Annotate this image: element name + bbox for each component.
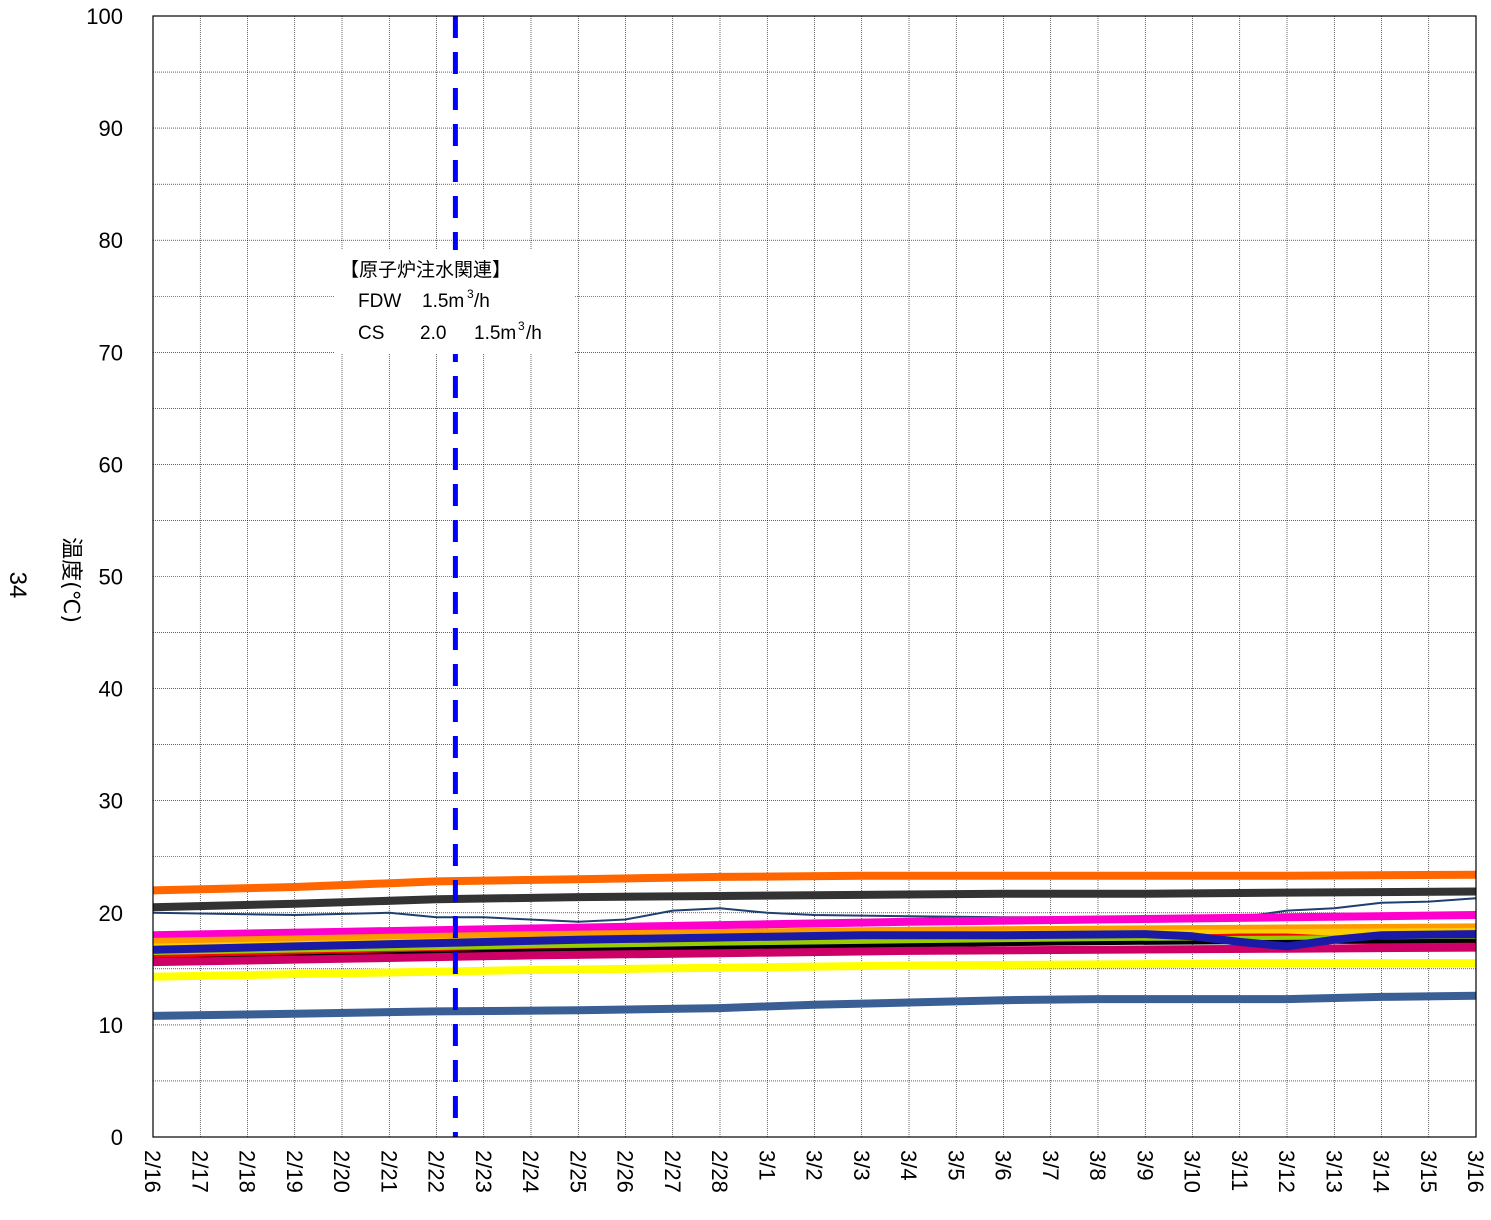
y-tick-label: 0 [111,1125,123,1150]
x-tick-label: 3/1 [754,1150,779,1181]
x-tick-label: 3/14 [1369,1150,1394,1193]
x-tick-label: 2/18 [235,1150,260,1193]
series-line-5 [152,923,1477,946]
series-line-13 [152,991,1477,1020]
x-tick-label: 3/8 [1085,1150,1110,1181]
annotation-fdw-label: FDW [358,291,401,312]
y-tick-label: 80 [99,228,123,253]
x-tick-label: 3/7 [1038,1150,1063,1181]
series-line-4 [152,911,1477,940]
x-tick-label: 3/13 [1321,1150,1346,1193]
x-tick-label: 3/9 [1132,1150,1157,1181]
x-tick-label: 2/27 [660,1150,685,1193]
y-tick-label: 90 [99,116,123,141]
x-tick-label: 2/17 [187,1150,212,1193]
annotation-title: 【原子炉注水関連】 [340,259,511,281]
annotation-background [334,250,574,354]
x-tick-label: 3/11 [1227,1150,1252,1191]
y-axis-label: 温度(℃) [58,537,83,623]
page-number: 34 [4,572,31,599]
x-tick-label: 3/5 [943,1150,968,1181]
x-tick-label: 2/24 [518,1150,543,1193]
y-tick-label: 30 [99,789,123,814]
y-tick-label: 40 [99,677,123,702]
y-tick-label: 60 [99,452,123,477]
annotation-fdw-value: 1.5m [422,291,464,312]
annotation-cs-unit: /h [526,323,542,344]
y-tick-label: 50 [99,565,123,590]
annotation-cs-value-old: 2.0 [420,323,446,344]
series-line-2 [152,887,1477,912]
annotation-cs-superscript: 3 [518,319,525,333]
x-tick-label: 3/16 [1463,1150,1488,1193]
series-line-10 [152,943,1477,967]
x-tick-label: 3/2 [802,1150,827,1181]
x-tick-label: 2/20 [329,1150,354,1193]
y-tick-label: 10 [99,1013,123,1038]
x-tick-label: 2/21 [376,1150,401,1193]
y-tick-label: 100 [86,4,123,29]
x-tick-label: 2/22 [424,1150,449,1193]
annotation-fdw-superscript: 3 [467,287,474,301]
x-tick-label: 2/23 [471,1150,496,1193]
axes: 0 10 20 30 40 50 60 70 80 90 100 2/16 2/17 2/18 2/19 2/… [86,4,1488,1193]
x-tick-label: 2/25 [565,1150,590,1193]
x-tick-label: 3/15 [1416,1150,1441,1193]
x-tick-label: 3/12 [1274,1150,1299,1193]
y-tick-label: 70 [99,340,123,365]
series-line-3 [152,897,1477,923]
annotation-cs-value-new: 1.5m [474,323,516,344]
x-tick-label: 3/10 [1180,1150,1205,1193]
annotation-fdw-unit: /h [474,291,490,312]
x-tick-label: 2/26 [613,1150,638,1193]
plot-frame [152,15,1477,1138]
y-tick-label: 20 [99,901,123,926]
x-tick-label: 2/19 [282,1150,307,1193]
x-tick-label: 2/28 [707,1150,732,1193]
x-tick-label: 2/16 [140,1150,165,1193]
x-tick-label: 3/6 [991,1150,1016,1181]
series-lines [152,870,1477,1020]
series-line-1 [152,870,1477,895]
x-tick-label: 3/3 [849,1150,874,1181]
series-line-11 [152,930,1477,954]
x-tick-label: 3/4 [896,1150,921,1181]
annotation-box: 【原子炉注水関連】 FDW 1.5m 3 /h CS 2.0 1.5m 3 /h [334,250,574,354]
annotation-cs-label: CS [358,323,384,344]
series-line-12 [152,959,1476,981]
